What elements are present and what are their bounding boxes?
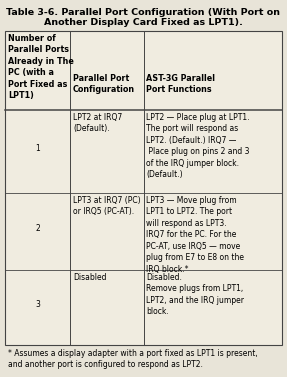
Text: * Assumes a display adapter with a port fixed as LPT1 is present,
and another po: * Assumes a display adapter with a port …: [8, 349, 258, 369]
Text: LPT2 — Place plug at LPT1.
The port will respond as
LPT2. (Default.) IRQ7 —
 Pla: LPT2 — Place plug at LPT1. The port will…: [146, 113, 250, 179]
Text: Disabled: Disabled: [73, 273, 106, 282]
Text: Parallel Port
Configuration: Parallel Port Configuration: [73, 74, 135, 95]
Text: 3: 3: [35, 300, 40, 309]
Text: LPT3 — Move plug from
LPT1 to LPT2. The port
will respond as LPT3.
IRQ7 for the : LPT3 — Move plug from LPT1 to LPT2. The …: [146, 196, 245, 274]
Text: 1: 1: [35, 144, 40, 153]
Text: LPT2 at IRQ7
(Default).: LPT2 at IRQ7 (Default).: [73, 113, 122, 133]
Text: 2: 2: [35, 224, 40, 233]
Text: LPT3 at IRQ7 (PC)
or IRQ5 (PC-AT).: LPT3 at IRQ7 (PC) or IRQ5 (PC-AT).: [73, 196, 141, 216]
Text: AST-3G Parallel
Port Functions: AST-3G Parallel Port Functions: [146, 74, 216, 95]
Bar: [5, 31, 282, 345]
Text: Number of
Parallel Ports
Already in The
PC (with a
Port Fixed as
LPT1): Number of Parallel Ports Already in The …: [8, 34, 74, 100]
Text: Table 3-6. Parallel Port Configuration (With Port on: Table 3-6. Parallel Port Configuration (…: [7, 8, 280, 17]
Text: Disabled.
Remove plugs from LPT1,
LPT2, and the IRQ jumper
block.: Disabled. Remove plugs from LPT1, LPT2, …: [146, 273, 245, 316]
Text: Another Display Card Fixed as LPT1).: Another Display Card Fixed as LPT1).: [44, 18, 243, 27]
